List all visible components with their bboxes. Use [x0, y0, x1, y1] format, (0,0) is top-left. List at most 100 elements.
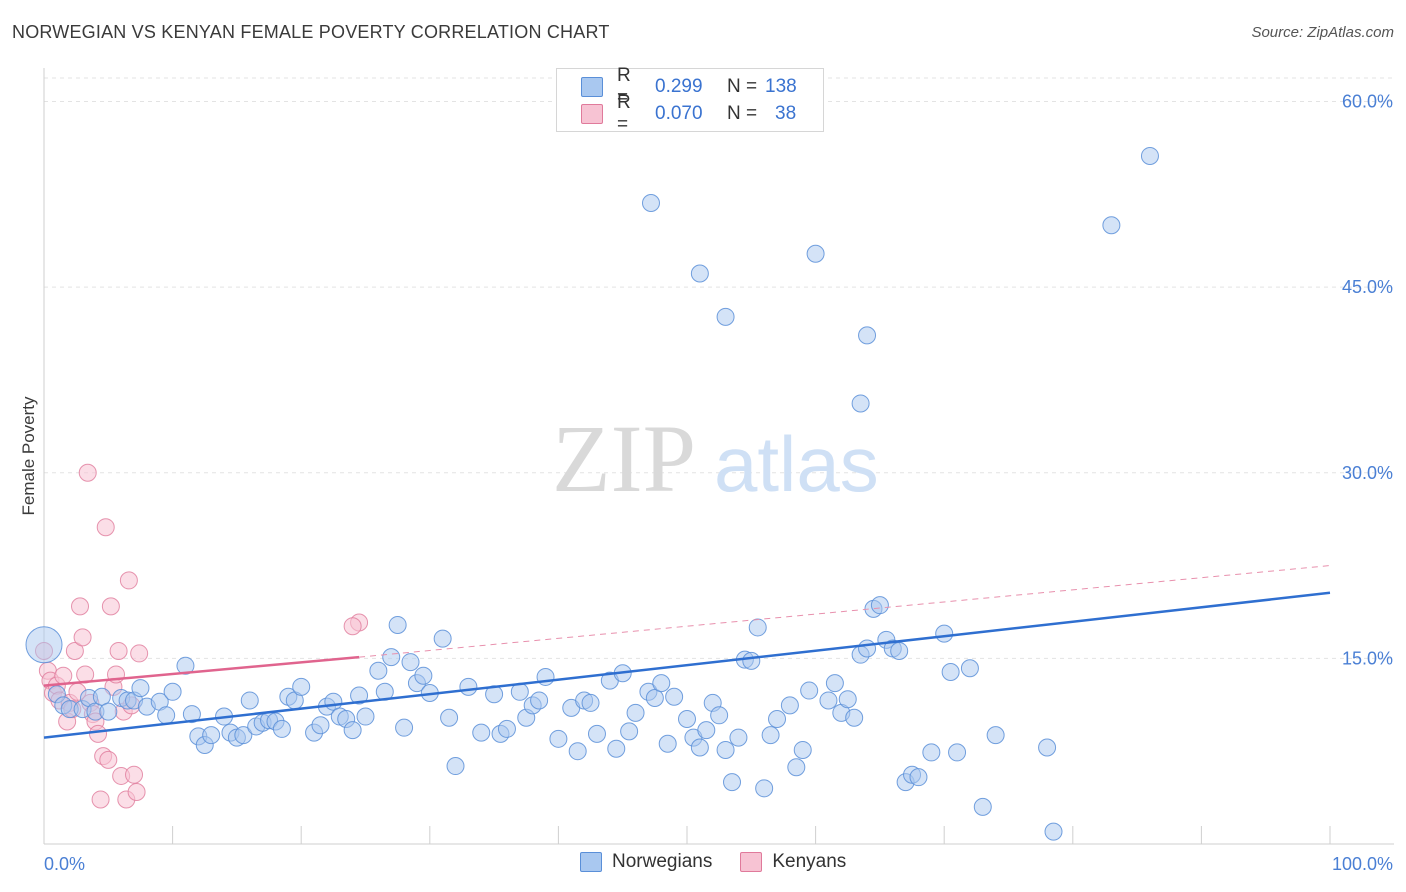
norwegian-point: [909, 768, 928, 787]
norwegian-point: [240, 691, 259, 710]
legend-row-kenyans: R = 0.070 N = 38: [581, 92, 797, 135]
norwegian-point: [665, 687, 684, 706]
norwegian-point: [581, 693, 600, 712]
legend-swatch-kenyans: [740, 852, 763, 872]
norwegian-point: [356, 707, 375, 726]
norwegian-point: [935, 624, 954, 643]
grid-lines: [44, 77, 1394, 659]
norwegian-point: [157, 706, 176, 725]
norwegian-point: [234, 726, 253, 745]
norwegian-point: [697, 721, 716, 740]
norwegian-point: [401, 653, 420, 672]
kenyan-point: [96, 518, 115, 537]
y-tick-label: 60.0%: [1342, 92, 1393, 112]
kenyan-point: [89, 724, 108, 743]
norwegian-point: [716, 307, 735, 326]
norwegian-point: [986, 726, 1005, 745]
norwegian-point: [948, 743, 967, 762]
norwegian-point: [459, 677, 478, 696]
stats-legend: R = 0.299 N = 138 R = 0.070 N = 38: [556, 65, 824, 135]
norwegian-point: [641, 193, 660, 212]
legend-n-label: N =: [727, 103, 758, 124]
legend-n-label: N =: [727, 76, 758, 97]
norwegian-point: [819, 691, 838, 710]
norwegian-point: [678, 710, 696, 729]
norwegian-point: [1102, 216, 1121, 235]
legend-swatch-kenyans: [581, 104, 603, 124]
norwegian-point: [530, 691, 549, 710]
norwegian-point: [858, 639, 877, 658]
series-legend: Norwegians Kenyans: [580, 851, 874, 873]
kenyan-point: [99, 750, 118, 769]
kenyan-point: [125, 765, 144, 784]
norwegian-point: [690, 264, 709, 283]
trendlines: [43, 565, 1331, 739]
norwegian-point: [800, 681, 819, 700]
watermark-zip: ZIP: [552, 405, 696, 512]
norwegian-point: [922, 743, 941, 762]
chart-title: NORWEGIAN VS KENYAN FEMALE POVERTY CORRE…: [12, 22, 610, 42]
norwegian-point: [806, 244, 825, 263]
y-axis-label: Female Poverty: [19, 396, 38, 516]
norwegian-point: [99, 702, 118, 721]
norwegian-point: [652, 674, 671, 693]
norwegian-point: [131, 679, 150, 698]
norwegian-point: [497, 719, 516, 738]
norwegian-point: [793, 740, 812, 759]
norwegian-point: [780, 696, 799, 715]
kenyan-points: [35, 463, 369, 809]
norwegian-point: [311, 716, 330, 735]
kenyan-point: [54, 666, 73, 685]
kenyan-point: [91, 790, 110, 809]
kenyan-trend-extension: [359, 565, 1331, 658]
norwegian-point: [382, 648, 401, 667]
norwegian-point: [25, 626, 63, 664]
norwegian-point: [607, 739, 626, 758]
legend-n-value: 138: [765, 76, 797, 97]
legend-label-kenyans: Kenyans: [772, 851, 847, 872]
kenyan-point: [119, 571, 138, 590]
norwegian-point: [858, 326, 877, 345]
norwegian-point: [446, 757, 465, 776]
legend-item-norwegians: Norwegians: [580, 851, 712, 873]
kenyan-point: [78, 463, 97, 482]
norwegian-trendline: [43, 591, 1331, 739]
norwegian-point: [343, 721, 362, 740]
norwegian-point: [723, 773, 742, 792]
norwegian-point: [870, 596, 889, 615]
legend-r-value: 0.070: [655, 103, 703, 124]
norwegian-point: [838, 690, 857, 709]
norwegian-point: [890, 641, 909, 660]
norwegian-point: [748, 618, 767, 637]
legend-n-value: 38: [775, 103, 797, 124]
legend-swatch-norwegians: [581, 77, 603, 97]
x-tick-label: 100.0%: [1332, 854, 1393, 874]
norwegian-point: [710, 706, 729, 725]
legend-swatch-norwegians: [580, 852, 602, 872]
norwegian-point: [414, 666, 433, 685]
kenyan-point: [109, 641, 128, 660]
norwegian-point: [350, 686, 369, 705]
norwegian-point: [626, 703, 645, 722]
kenyan-point: [73, 628, 92, 647]
norwegian-point: [568, 742, 587, 761]
norwegian-point: [202, 726, 221, 745]
norwegian-point: [292, 677, 311, 696]
norwegian-point: [973, 797, 992, 816]
norwegian-point: [472, 723, 491, 742]
kenyan-point: [343, 617, 362, 636]
norwegian-point: [182, 705, 201, 724]
norwegian-point: [1044, 822, 1063, 841]
norwegian-point: [388, 615, 407, 634]
legend-r-label: R =: [617, 65, 631, 108]
x-tick-label: 0.0%: [44, 854, 85, 874]
legend-label-norwegians: Norwegians: [612, 851, 713, 872]
norwegian-point: [716, 740, 735, 759]
norwegian-point: [549, 729, 568, 748]
norwegian-point: [176, 656, 195, 675]
legend-r-label: R =: [617, 92, 631, 135]
norwegian-point: [440, 708, 459, 727]
norwegian-point: [1140, 146, 1159, 165]
norwegian-point: [587, 724, 606, 743]
